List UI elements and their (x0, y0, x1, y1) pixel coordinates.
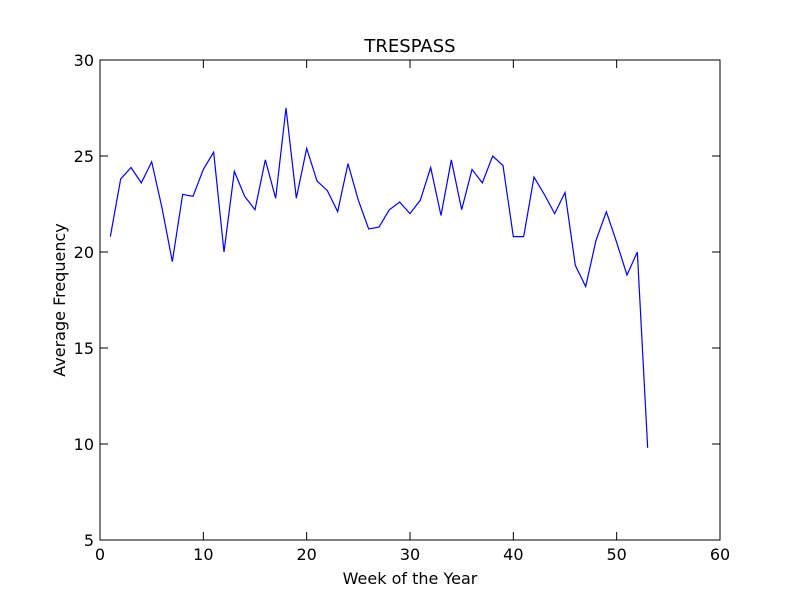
y-axis-label: Average Frequency (50, 223, 69, 376)
y-axis: 5 10 15 20 25 30 (74, 51, 720, 550)
chart-title: TRESPASS (363, 36, 455, 57)
series-line (109, 107, 649, 448)
y-tick-label: 25 (74, 147, 94, 166)
y-tick-label: 20 (74, 243, 94, 262)
x-tick-label: 60 (710, 545, 730, 564)
x-tick-label: 20 (296, 545, 316, 564)
x-axis: 0 10 20 30 40 50 60 (95, 60, 730, 564)
x-axis-label: Week of the Year (343, 569, 478, 588)
y-tick-label: 10 (74, 435, 94, 454)
y-tick-label: 15 (74, 339, 94, 358)
y-tick-label: 5 (84, 531, 94, 550)
x-tick-label: 10 (193, 545, 213, 564)
plot-area (109, 107, 649, 448)
x-tick-label: 0 (95, 545, 105, 564)
y-tick-label: 30 (74, 51, 94, 70)
x-tick-label: 30 (400, 545, 420, 564)
x-tick-label: 50 (606, 545, 626, 564)
plot-frame (99, 59, 721, 541)
x-tick-label: 40 (503, 545, 523, 564)
